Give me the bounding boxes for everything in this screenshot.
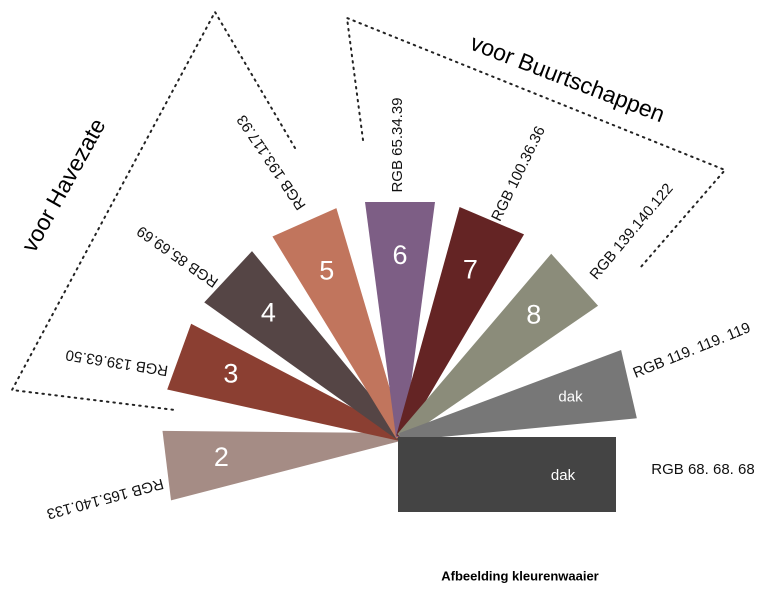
rgb-label: RGB 139.140.122 [586,180,676,283]
fan-blade [396,207,525,439]
blade-label: 6 [392,240,407,270]
rgb-label: RGB 193.117.93 [234,112,310,213]
fan-blade [272,208,404,439]
group-label: voor Buurtschappen [467,29,669,127]
blade-label: 8 [526,300,541,330]
fan-blade [167,323,402,441]
fan-blade [397,253,599,440]
rgb-label: RGB 139.63.50 [65,346,170,379]
group-outline [10,9,296,411]
rgb-label: RGB 100.36.36 [488,124,549,224]
blade-label: 5 [319,256,334,286]
group-label: voor Havezate [16,114,111,256]
rgb-label: RGB 85.69.69 [134,222,222,290]
rgb-label: RGB 65.34.39 [389,97,406,192]
blade-label: dak [558,389,583,406]
blade-label: 2 [214,442,229,472]
caption: Afbeelding kleurenwaaier [441,568,599,583]
rgb-label: RGB 165.140.133 [45,475,165,523]
rgb-label: RGB 119. 119. 119 [631,319,753,382]
fan-blade [365,202,435,437]
blade-label: 4 [261,297,276,327]
blade-label: 7 [463,254,478,284]
blade-label: 3 [223,359,238,389]
blade-label: dak [551,467,576,484]
fan-blade [398,437,616,512]
group-outline [345,16,727,269]
rgb-label: RGB 68. 68. 68 [651,461,754,478]
fan-blade [162,430,401,501]
fan-blade [399,350,637,441]
fan-blade [204,251,403,440]
